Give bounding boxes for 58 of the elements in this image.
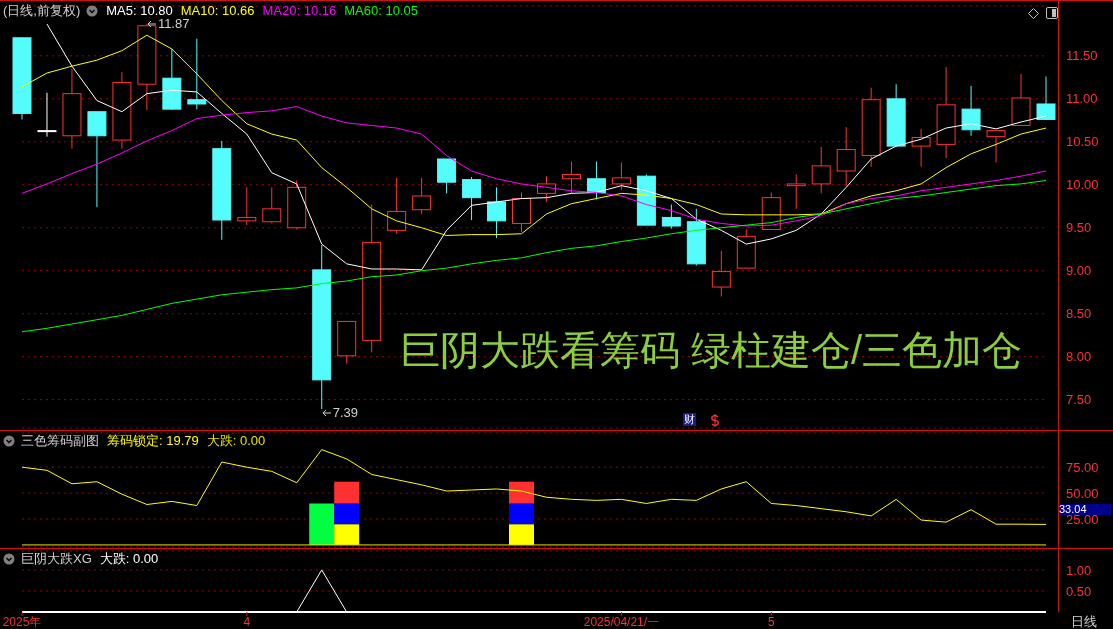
annotation: 11.87	[157, 16, 190, 32]
x-tick-label: 5	[767, 615, 775, 629]
chart-title: (日线,前复权)	[3, 3, 81, 18]
candlestick	[936, 66, 956, 159]
bar	[509, 503, 535, 525]
line-series	[21, 179, 1047, 333]
bar	[334, 503, 360, 525]
candlestick	[961, 85, 981, 137]
y-tick-label: 1.00	[1066, 562, 1092, 578]
candlestick	[312, 244, 332, 410]
chart-title: 巨阴大跌XG	[21, 551, 92, 566]
candlestick	[836, 126, 856, 187]
text: MA10: 10.66	[180, 3, 255, 18]
candlestick	[362, 204, 382, 353]
bar	[509, 524, 535, 545]
candlestick	[786, 173, 806, 210]
candlestick	[911, 128, 931, 168]
x-tick-label: 2025年	[2, 615, 42, 629]
y-tick-label: 10.50	[1066, 134, 1099, 150]
y-tick-label: 75.00	[1066, 459, 1099, 475]
candlestick	[137, 23, 157, 111]
line-series	[21, 449, 1047, 525]
text: 大跌: 0.00	[206, 433, 266, 448]
y-tick-label: 7.50	[1066, 392, 1092, 408]
text: MA20: 10.16	[262, 3, 337, 18]
candlestick	[387, 177, 407, 235]
bar	[309, 503, 335, 545]
annotation: 巨阴大跌看筹码 绿柱建仓/三色加仓	[400, 327, 1023, 374]
x-tick-label: 2025/04/21/一	[583, 615, 660, 629]
y-tick-label: 0.50	[1066, 583, 1092, 599]
y-tick-label: 11.00	[1066, 91, 1098, 107]
y-tick-label: 50.00	[1066, 485, 1099, 501]
line-series	[21, 34, 1047, 236]
candlestick	[711, 250, 731, 297]
annotation: 财	[683, 413, 696, 426]
chart-title: 三色筹码副图	[21, 433, 99, 448]
line-series	[21, 106, 1047, 227]
annotation: 7.39	[332, 405, 359, 421]
text: 筹码锁定: 19.79	[107, 433, 199, 448]
candlestick	[112, 71, 132, 150]
y-tick-label: 8.50	[1066, 306, 1092, 322]
y-tick-label: 10.00	[1066, 177, 1099, 193]
y-tick-label: 8.00	[1066, 349, 1092, 365]
text: 日线	[1071, 613, 1097, 629]
x-tick-label: 4	[243, 615, 251, 629]
y-tick-label: 11.50	[1066, 48, 1098, 64]
text: MA5: 10.80	[106, 3, 173, 18]
y-tick-label: 9.00	[1066, 263, 1092, 279]
text: 33.04	[1059, 503, 1111, 515]
text: 大跌: 0.00	[99, 551, 159, 566]
y-tick-label: 9.50	[1066, 220, 1092, 236]
candlestick	[37, 92, 57, 138]
bar	[509, 481, 535, 504]
bar	[334, 481, 360, 504]
text: MA60: 10.05	[344, 3, 418, 18]
bar	[334, 524, 360, 545]
candlestick	[62, 68, 82, 150]
candlestick	[412, 177, 432, 215]
